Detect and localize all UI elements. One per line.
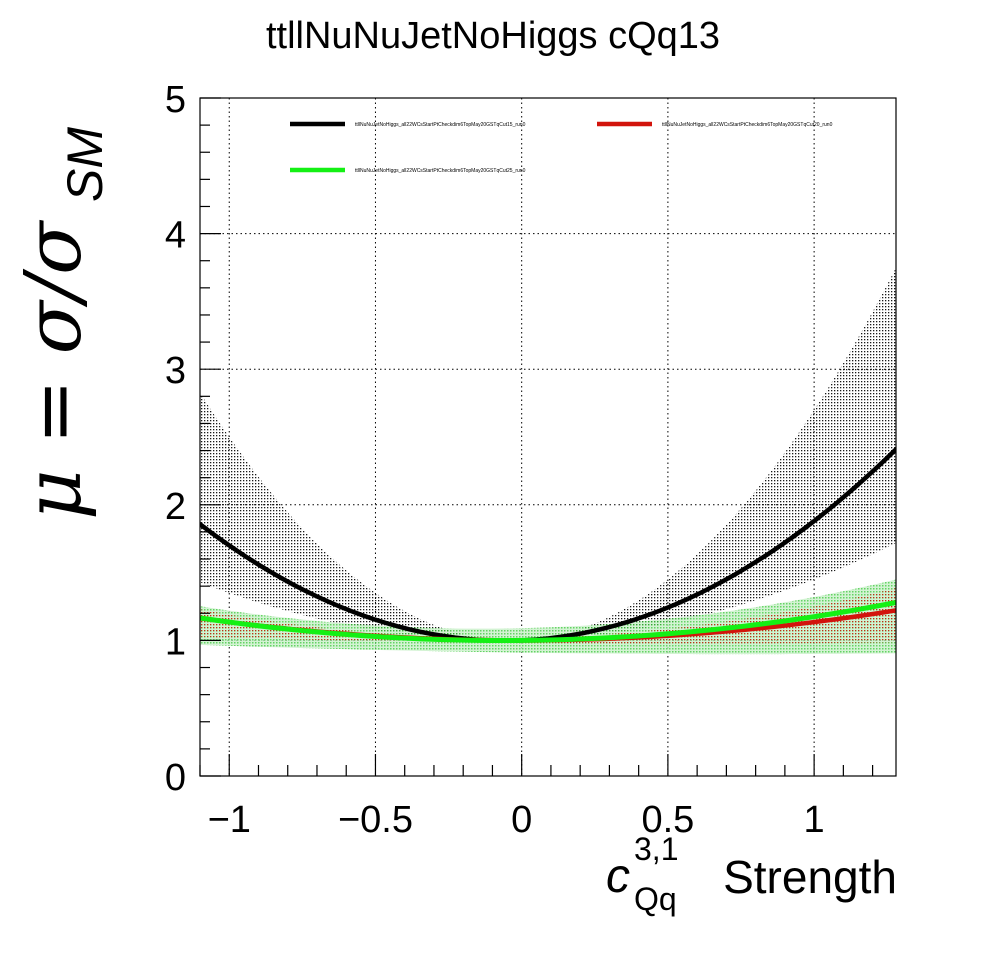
x-axis-label: c 3,1 Qq Strength xyxy=(606,831,897,917)
legend-label-0: ttllNuNuJetNoHiggs_all22WCsStartPtCheckd… xyxy=(355,122,526,128)
x-tick-label: 0 xyxy=(511,799,532,841)
grid xyxy=(200,98,896,776)
x-label-suffix: Strength xyxy=(723,851,897,903)
legend-label-2: ttllNuNuJetNoHiggs_all22WCsStartPtCheckd… xyxy=(355,168,526,174)
uncertainty-bands xyxy=(200,267,896,655)
y-axis-label: μ = σ/σ SM xyxy=(9,127,113,520)
chart-title: ttllNuNuJetNoHiggs cQq13 xyxy=(266,15,720,57)
x-tick-label: −1 xyxy=(208,799,251,841)
y-tick-label: 5 xyxy=(165,79,186,121)
x-label-subscript: Qq xyxy=(634,881,677,917)
x-label-superscript: 3,1 xyxy=(634,831,678,867)
x-tick-label: 1 xyxy=(804,799,825,841)
legend: ttllNuNuJetNoHiggs_all22WCsStartPtCheckd… xyxy=(290,121,833,174)
y-label-subscript: SM xyxy=(57,127,113,202)
legend-label-1: ttllNuNuJetNoHiggs_all22WCsStartPtCheckd… xyxy=(662,122,833,128)
y-label-main: μ = σ/σ xyxy=(9,220,99,520)
y-tick-label: 0 xyxy=(165,757,186,799)
x-tick-labels: −1 −0.5 0 0.5 1 xyxy=(208,799,825,841)
plot-frame xyxy=(199,97,897,777)
y-tick-labels: 0 1 2 3 4 5 xyxy=(165,79,186,799)
band-series-0 xyxy=(200,267,896,641)
x-tick-label: −0.5 xyxy=(338,799,413,841)
curve-series-2 xyxy=(200,599,896,643)
x-label-symbol: c xyxy=(606,850,630,903)
series-curves xyxy=(200,447,896,643)
y-tick-label: 4 xyxy=(165,215,186,257)
y-tick-label: 1 xyxy=(165,621,186,663)
y-tick-label: 3 xyxy=(165,350,186,392)
y-tick-label: 2 xyxy=(165,486,186,528)
x-tick-label: 0.5 xyxy=(641,799,694,841)
axis-ticks xyxy=(199,97,874,777)
